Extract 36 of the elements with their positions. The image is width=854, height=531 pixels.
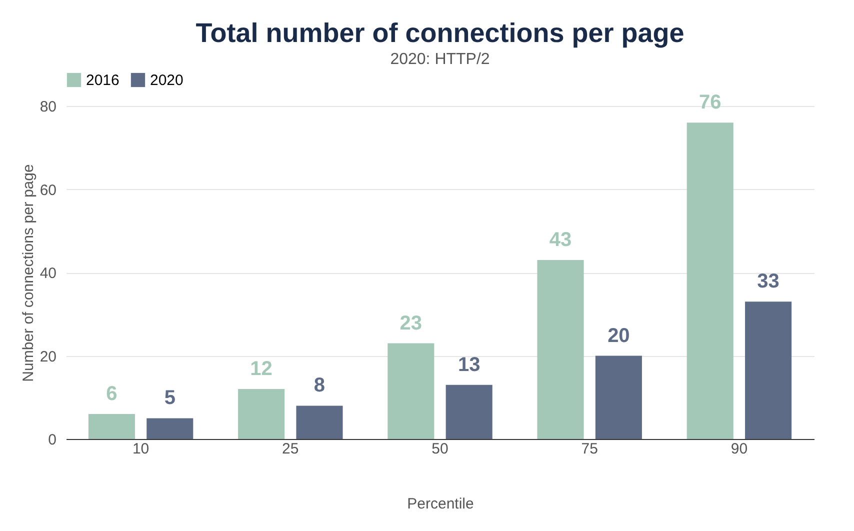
y-tick-label: 60 — [40, 182, 56, 199]
y-tick-label: 80 — [40, 98, 56, 116]
chart-subtitle: 2020: HTTP/2 — [390, 51, 490, 68]
y-tick-label: 0 — [48, 432, 56, 448]
x-tick-label: 75 — [581, 440, 598, 458]
bar — [296, 406, 343, 439]
x-tick-label: 10 — [132, 440, 150, 458]
x-tick-label: 90 — [730, 440, 748, 458]
bar — [537, 260, 584, 439]
x-tick-label: 25 — [282, 440, 299, 458]
data-label: 76 — [698, 92, 722, 114]
bar — [686, 122, 734, 439]
data-label: 20 — [608, 324, 630, 347]
data-label: 43 — [549, 229, 572, 252]
bar — [745, 302, 792, 439]
y-axis-title: Number of connections per page — [20, 164, 37, 382]
data-label: 23 — [400, 312, 422, 334]
bar — [595, 356, 642, 439]
legend-label: 2016 — [86, 72, 120, 89]
bar — [238, 389, 285, 439]
bar — [146, 418, 194, 439]
bar — [446, 384, 492, 439]
data-label: 5 — [164, 387, 176, 410]
legend-label: 2020 — [150, 72, 184, 89]
x-tick-label: 50 — [432, 440, 448, 458]
x-axis-title: Percentile — [407, 496, 474, 512]
y-tick-label: 40 — [40, 265, 56, 282]
bar — [388, 343, 434, 439]
data-label: 13 — [458, 354, 480, 376]
bar — [88, 414, 135, 439]
chart-title: Total number of connections per page — [196, 18, 684, 48]
data-label: 8 — [314, 374, 326, 397]
data-label: 6 — [106, 383, 118, 406]
data-label: 12 — [250, 358, 272, 380]
y-tick-label: 20 — [40, 348, 56, 366]
data-label: 33 — [757, 270, 780, 293]
